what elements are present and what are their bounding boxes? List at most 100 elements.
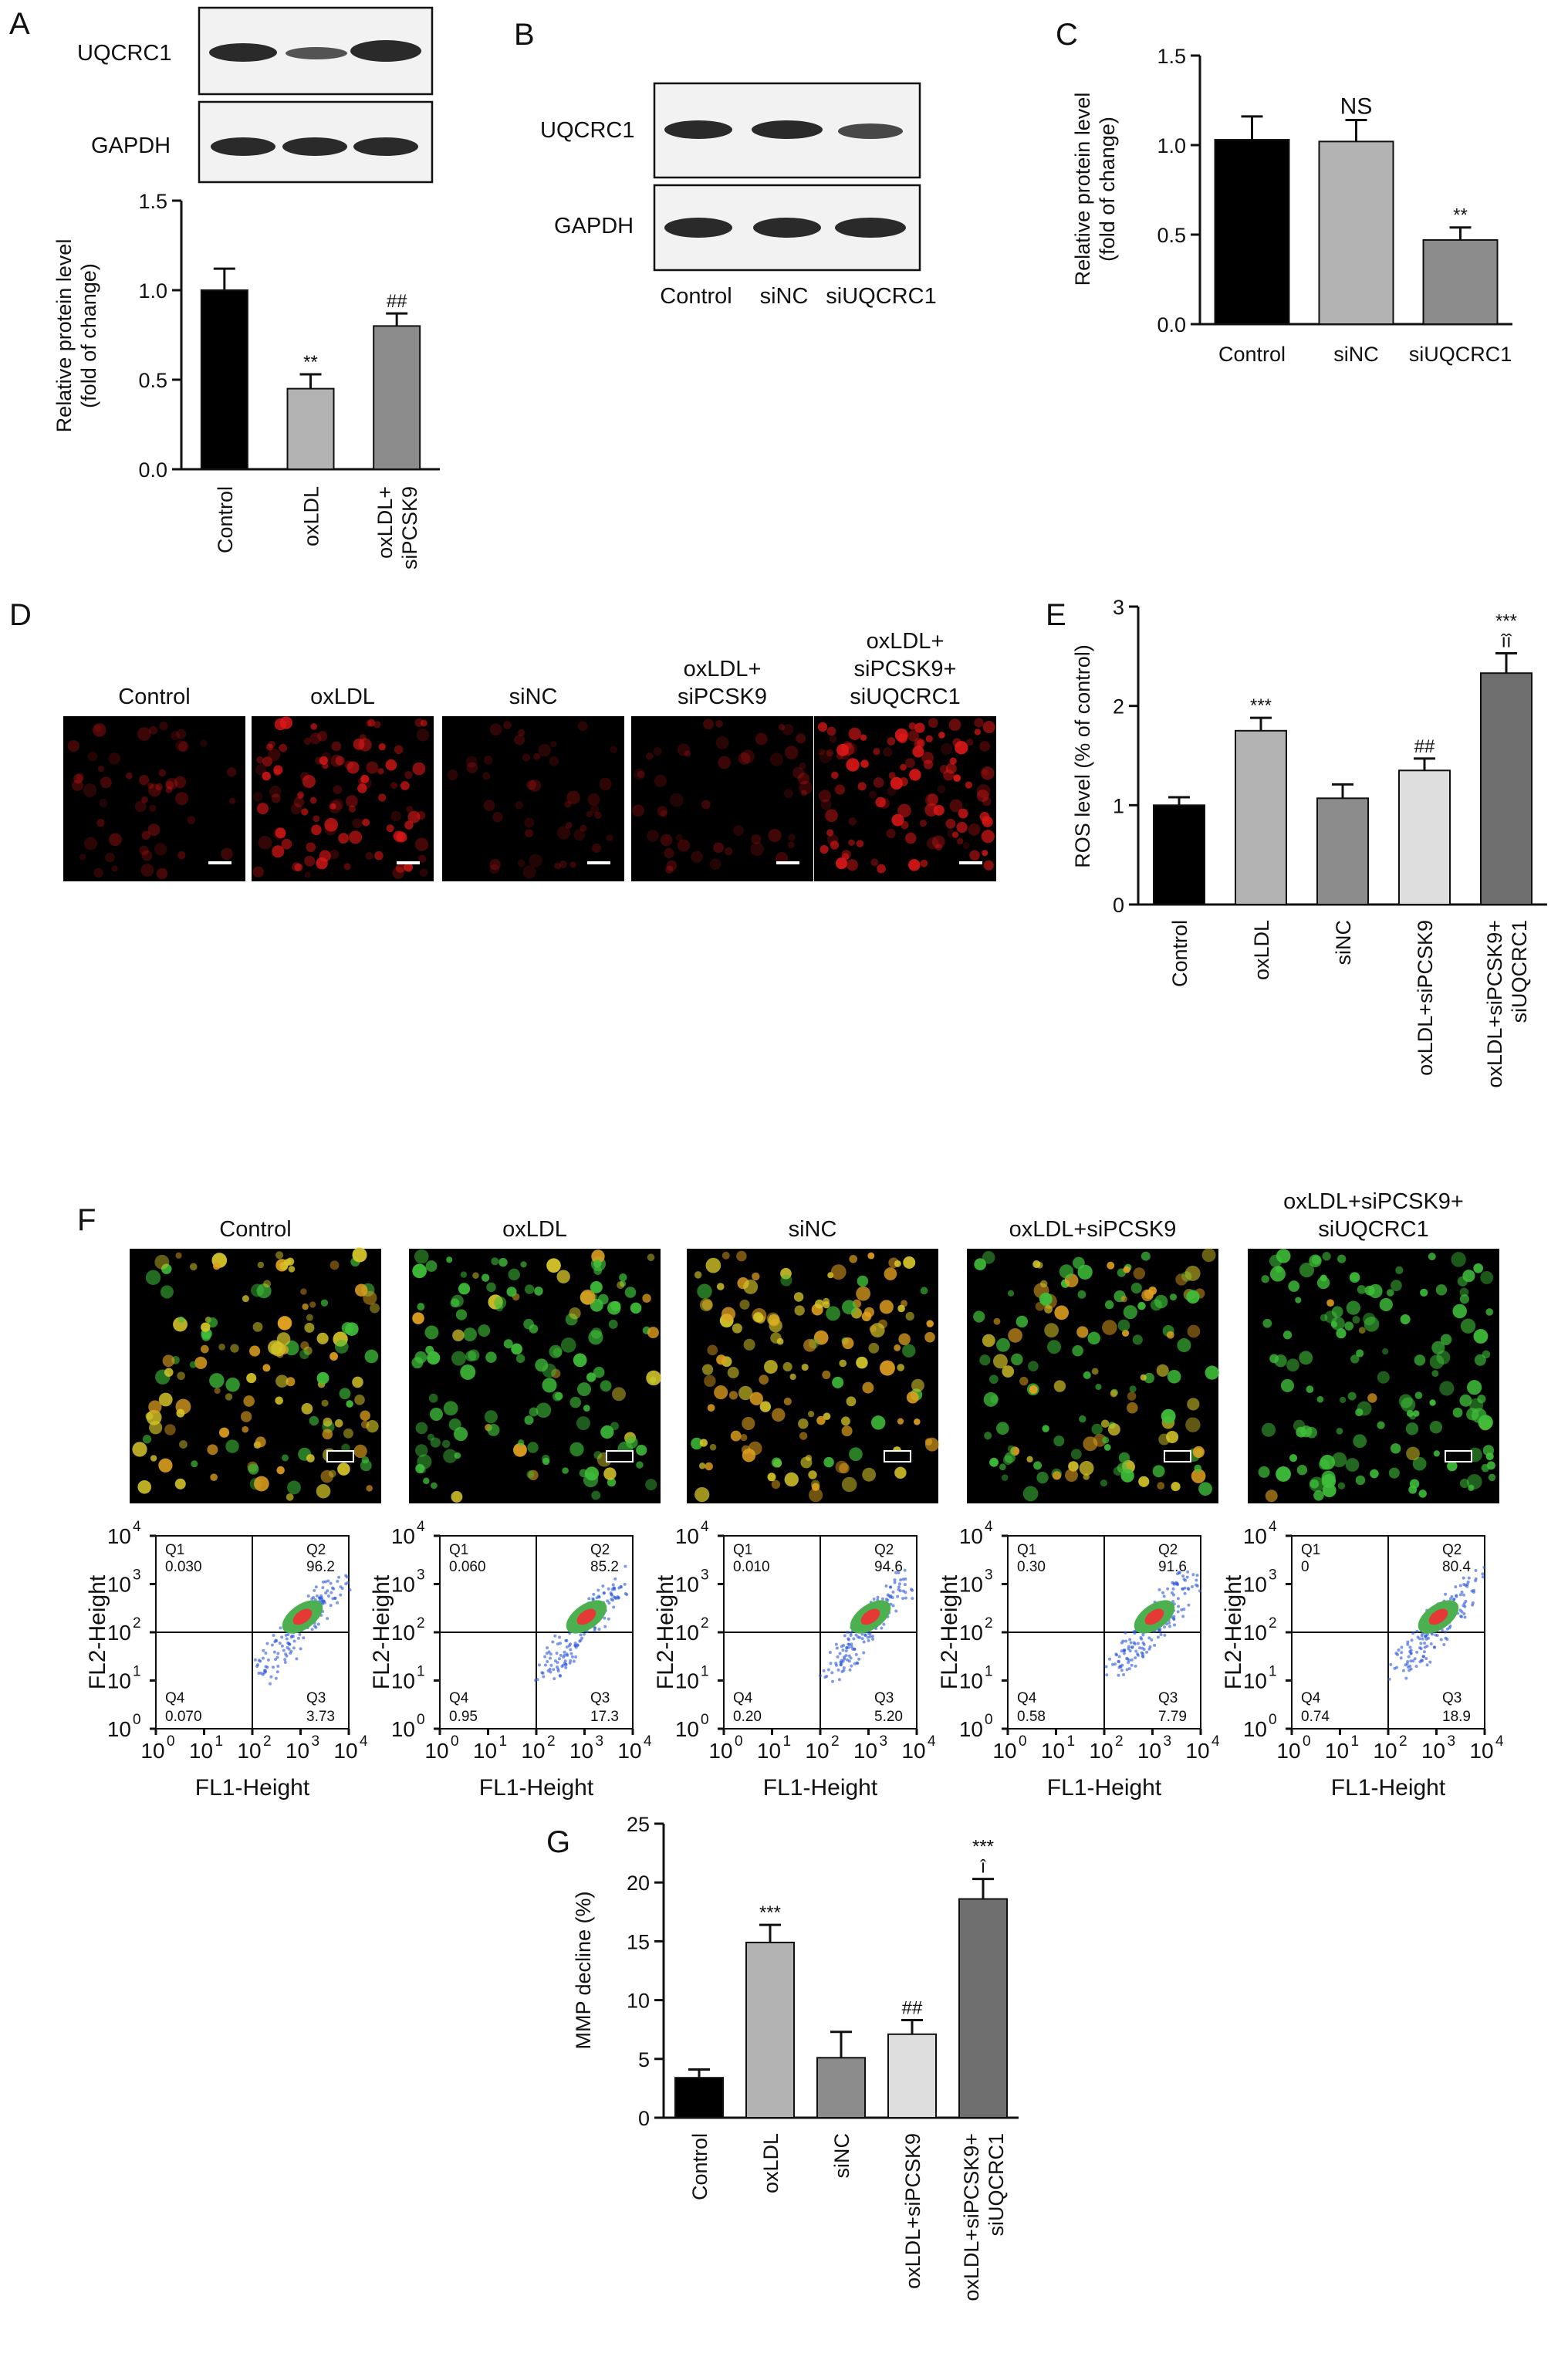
cell — [857, 782, 867, 791]
cell — [564, 800, 572, 808]
flow-event — [284, 1633, 288, 1637]
flow-event — [1471, 1603, 1475, 1607]
flow-event — [549, 1652, 553, 1656]
flow-event — [597, 1594, 601, 1598]
cell — [1156, 1364, 1169, 1377]
flow-event — [1448, 1624, 1452, 1628]
cell — [293, 796, 305, 808]
cell — [1337, 1254, 1347, 1263]
y-tick-exponent: 2 — [133, 1615, 141, 1632]
cell — [226, 767, 237, 777]
flow-event — [563, 1650, 566, 1654]
cell — [1079, 1415, 1086, 1423]
cell — [1400, 1314, 1411, 1325]
flow-event — [842, 1665, 846, 1669]
y-tick-label: 10 — [391, 1717, 415, 1741]
cell — [1353, 1434, 1367, 1449]
cell — [360, 1410, 370, 1422]
flow-event — [292, 1639, 296, 1643]
cell — [1029, 1385, 1038, 1395]
flow-event — [306, 1594, 310, 1598]
flow-event — [852, 1637, 856, 1641]
cell — [1299, 1351, 1313, 1365]
cell — [945, 763, 957, 774]
cell — [647, 830, 659, 842]
cell — [455, 1309, 468, 1320]
cell — [529, 779, 542, 792]
flow-density — [860, 1608, 880, 1625]
cell — [460, 1364, 476, 1380]
cell — [513, 1442, 527, 1457]
cell — [860, 734, 867, 741]
y-tick-label: 10 — [675, 1669, 699, 1693]
cell — [569, 1307, 581, 1320]
quadrant-label: Q1 — [733, 1542, 752, 1558]
cell — [1459, 1479, 1469, 1489]
cell — [1169, 1293, 1177, 1301]
category-label: Control — [214, 486, 237, 553]
cell — [313, 815, 320, 823]
y-tick-exponent: 0 — [985, 1712, 993, 1728]
flow-event — [1183, 1586, 1187, 1590]
cell — [125, 772, 133, 779]
flow-event — [335, 1601, 339, 1604]
cell — [780, 1274, 792, 1287]
quadrant-value: 7.79 — [1158, 1709, 1187, 1725]
bar — [1318, 140, 1394, 325]
cell — [1276, 1249, 1291, 1263]
flow-event — [1108, 1657, 1112, 1661]
cell — [879, 1300, 894, 1314]
quadrant-label: Q1 — [1301, 1542, 1320, 1558]
flow-event — [1123, 1648, 1127, 1652]
cell — [822, 1370, 831, 1379]
flow-event — [1406, 1640, 1410, 1644]
blot-band — [350, 40, 421, 62]
cell — [829, 735, 837, 743]
x-tick-label: 10 — [757, 1739, 781, 1763]
cell — [886, 828, 896, 839]
cell — [904, 832, 917, 844]
y-tick-exponent: 3 — [1269, 1567, 1277, 1584]
cell — [870, 858, 879, 867]
cell — [1355, 1475, 1366, 1486]
cell — [262, 771, 271, 781]
cell — [164, 1368, 174, 1377]
flow-event — [1117, 1673, 1120, 1677]
flow-event — [1147, 1647, 1151, 1651]
cell — [730, 1430, 742, 1442]
y-tick-label: 5 — [638, 2048, 650, 2071]
cell — [276, 1466, 285, 1475]
cell — [983, 1391, 999, 1407]
flow-event — [326, 1579, 330, 1583]
cell — [333, 785, 343, 795]
y-tick-label: 0.5 — [138, 369, 167, 392]
flow-event — [612, 1605, 616, 1609]
cell — [482, 772, 491, 780]
cell — [1377, 1421, 1385, 1429]
flow-event — [901, 1589, 905, 1593]
flow-event — [262, 1648, 265, 1652]
cell — [925, 793, 938, 806]
flow-event — [548, 1667, 552, 1671]
flow-event — [1465, 1583, 1469, 1587]
panel-letter-d: D — [9, 598, 32, 632]
cell — [451, 1491, 463, 1503]
cell — [147, 823, 161, 837]
cell — [141, 796, 148, 803]
cell — [704, 1375, 716, 1388]
cell — [302, 1303, 309, 1310]
quadrant-label: Q3 — [590, 1690, 610, 1706]
flow-event — [302, 1636, 306, 1640]
cell — [827, 834, 839, 846]
cell — [1113, 1466, 1123, 1476]
cell — [1261, 1422, 1276, 1437]
flow-event — [1409, 1659, 1413, 1663]
y-axis-label: FL2-Height — [653, 1574, 678, 1689]
quadrant-label: Q3 — [1442, 1690, 1462, 1706]
flow-event — [1409, 1648, 1413, 1652]
cell — [550, 741, 557, 748]
flow-event — [321, 1580, 325, 1584]
y-tick-label: 10 — [959, 1524, 983, 1548]
cell — [965, 781, 972, 789]
flow-event — [855, 1661, 859, 1665]
